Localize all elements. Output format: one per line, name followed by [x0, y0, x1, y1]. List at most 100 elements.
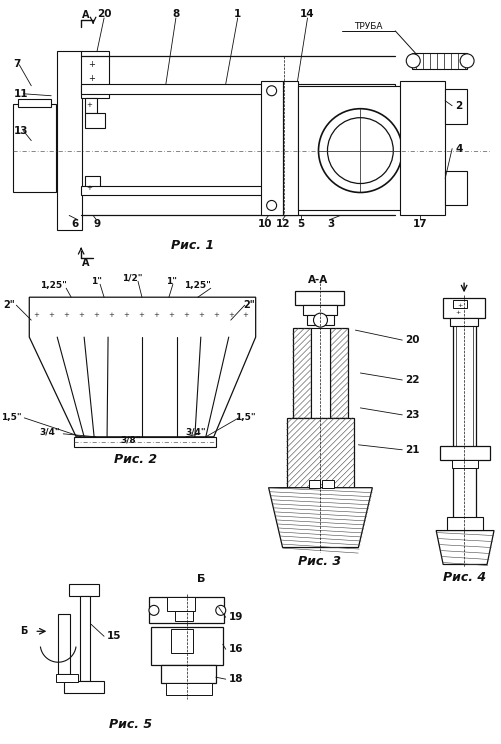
Text: 2": 2"	[242, 300, 254, 310]
Circle shape	[215, 606, 225, 615]
Text: 2": 2"	[4, 300, 15, 310]
Circle shape	[149, 606, 159, 615]
Text: 16: 16	[228, 644, 243, 654]
Bar	[57, 51, 82, 231]
Bar	[85, 97, 97, 112]
Text: +: +	[182, 312, 188, 318]
Text: 1,5": 1,5"	[235, 414, 256, 423]
Text: +: +	[88, 74, 94, 83]
Bar	[58, 615, 70, 674]
Bar	[81, 185, 394, 196]
Text: 10: 10	[257, 219, 272, 229]
Text: +: +	[456, 303, 462, 308]
Bar	[330, 328, 348, 418]
Text: 14: 14	[300, 9, 314, 19]
Bar	[81, 51, 109, 97]
Bar	[161, 665, 215, 683]
Text: Рис. 1: Рис. 1	[171, 239, 214, 251]
Text: 12: 12	[275, 219, 289, 229]
Bar	[399, 81, 444, 216]
Bar	[444, 170, 466, 205]
Bar	[166, 597, 194, 612]
Bar	[56, 674, 78, 682]
Text: А-А: А-А	[308, 275, 328, 285]
Bar	[149, 597, 223, 623]
Bar	[85, 176, 100, 188]
Text: +: +	[153, 312, 158, 318]
Text: 3: 3	[326, 219, 334, 229]
Bar	[442, 298, 484, 318]
Text: +: +	[212, 312, 218, 318]
Bar	[64, 682, 104, 693]
Text: +: +	[138, 312, 144, 318]
Text: +: +	[454, 310, 460, 315]
Text: 20: 20	[404, 335, 419, 345]
Text: 23: 23	[404, 410, 419, 420]
Bar	[80, 597, 90, 682]
Text: 3/4": 3/4"	[185, 427, 206, 436]
Text: 7: 7	[14, 59, 21, 69]
Text: +: +	[227, 312, 233, 318]
Text: 21: 21	[404, 445, 419, 455]
Bar	[322, 480, 334, 487]
Circle shape	[266, 200, 276, 211]
Polygon shape	[268, 487, 372, 548]
Text: Рис. 5: Рис. 5	[109, 717, 152, 731]
Text: 13: 13	[14, 126, 28, 135]
Text: +: +	[242, 312, 248, 318]
Text: А: А	[82, 10, 90, 20]
Text: 17: 17	[412, 219, 427, 229]
Text: 1,25": 1,25"	[40, 280, 67, 289]
Bar	[282, 81, 297, 216]
Text: Рис. 4: Рис. 4	[442, 571, 484, 584]
Text: ТРУБА: ТРУБА	[353, 22, 382, 31]
Bar	[18, 99, 51, 106]
Bar	[297, 86, 401, 211]
Circle shape	[405, 54, 419, 68]
Bar	[166, 683, 211, 695]
Circle shape	[266, 86, 276, 96]
Text: 1: 1	[233, 9, 241, 19]
Bar	[286, 418, 354, 487]
Circle shape	[313, 313, 327, 327]
Circle shape	[327, 118, 392, 184]
Text: +: +	[78, 312, 84, 318]
Text: 8: 8	[172, 9, 179, 19]
Bar	[292, 328, 310, 418]
Bar	[310, 328, 330, 418]
Bar	[174, 612, 192, 621]
Text: 1,25": 1,25"	[184, 280, 211, 289]
Text: 1": 1"	[166, 277, 177, 286]
Bar	[81, 84, 394, 94]
Bar	[14, 103, 56, 193]
Polygon shape	[435, 530, 493, 565]
Text: +: +	[123, 312, 129, 318]
Circle shape	[459, 54, 473, 68]
Text: 20: 20	[97, 9, 111, 19]
Text: 11: 11	[14, 89, 28, 99]
Text: +: +	[86, 102, 92, 108]
Text: 5: 5	[296, 219, 304, 229]
Bar	[446, 516, 482, 530]
Bar	[444, 89, 466, 124]
Text: Б: Б	[196, 574, 204, 585]
Bar	[260, 81, 282, 216]
Text: 22: 22	[404, 375, 419, 385]
Text: Рис. 2: Рис. 2	[114, 453, 157, 466]
Bar	[449, 318, 477, 326]
Bar	[294, 291, 344, 305]
Polygon shape	[29, 297, 255, 437]
Text: 1": 1"	[90, 277, 101, 286]
Bar	[69, 585, 99, 597]
Bar	[439, 446, 489, 460]
Text: +: +	[33, 312, 39, 318]
Text: 3/8": 3/8"	[121, 435, 141, 444]
Text: 3/4": 3/4"	[39, 427, 60, 436]
Text: 19: 19	[228, 612, 242, 622]
Text: 18: 18	[228, 674, 243, 684]
Text: 15: 15	[107, 631, 121, 641]
Bar	[302, 305, 337, 315]
Text: 2: 2	[454, 100, 461, 111]
Bar	[170, 629, 192, 653]
Text: +: +	[63, 312, 69, 318]
